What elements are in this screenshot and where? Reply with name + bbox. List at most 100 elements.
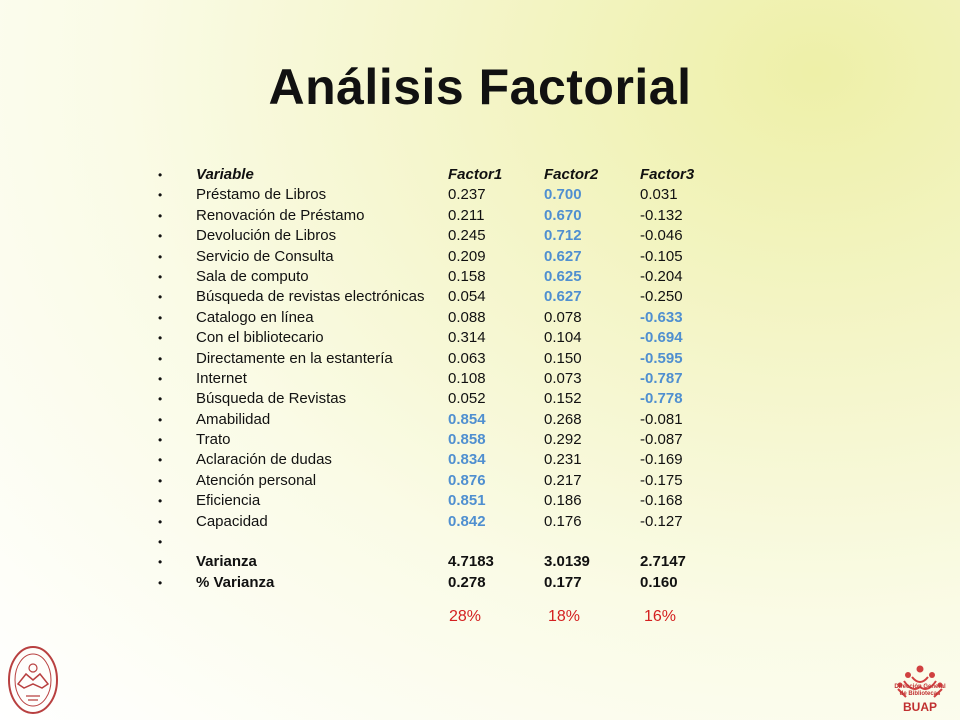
factor2-cell: 0.625 — [544, 267, 582, 285]
variable-cell: Variable — [196, 166, 254, 183]
factor1-cell: 0.211 — [448, 206, 485, 224]
bullet-icon: • — [158, 514, 163, 529]
factor3-cell: -0.046 — [640, 227, 683, 245]
factor3-cell: -0.081 — [640, 410, 683, 428]
bullet-icon: • — [158, 208, 163, 223]
factor1-cell: 0.834 — [448, 451, 486, 469]
bullet-icon: • — [158, 269, 163, 284]
bullet-icon: • — [158, 310, 163, 325]
factor3-cell: -0.127 — [640, 512, 683, 530]
bullet-icon: • — [158, 371, 163, 386]
factor1-cell: 0.054 — [448, 288, 486, 306]
factor1-cell: 0.314 — [448, 329, 486, 347]
factor1-cell: 0.858 — [448, 431, 486, 449]
factor3-cell: 0.031 — [640, 186, 678, 204]
percent-factor2: 18% — [548, 608, 581, 625]
factor3-cell: -0.204 — [640, 267, 683, 285]
bullet-icon: • — [158, 494, 163, 509]
factor2-cell: 0.217 — [544, 471, 582, 489]
variable-cell: Búsqueda de revistas electrónicas — [196, 288, 425, 306]
factor3-cell: -0.087 — [640, 431, 683, 449]
variable-cell: Sala de computo — [196, 267, 309, 285]
factor2-cell: 0.627 — [544, 247, 582, 265]
variable-cell: Directamente en la estantería — [196, 349, 393, 367]
factor3-cell: -0.105 — [640, 247, 683, 265]
variable-cell: Búsqueda de Revistas — [196, 390, 347, 408]
bullet-icon: • — [158, 351, 163, 366]
variable-cell: Devolución de Libros — [196, 227, 337, 245]
bullet-icon: • — [158, 331, 163, 346]
variable-cell: Catalogo en línea — [196, 308, 314, 326]
percent-factor3: 16% — [644, 608, 677, 625]
bullet-icon: • — [158, 433, 163, 448]
library-logo-icon — [897, 665, 943, 698]
factor1-cell: 0.876 — [448, 471, 486, 489]
factor3-cell: 2.7147 — [640, 553, 686, 571]
factor2-cell: 0.670 — [544, 206, 582, 224]
variable-cell: Atención personal — [196, 471, 317, 489]
percent-factor1: 28% — [449, 608, 482, 625]
factor2-cell: 0.104 — [544, 329, 582, 347]
bullet-icon: • — [158, 555, 163, 570]
factor2-cell: 0.292 — [544, 431, 582, 449]
bullet-icon: • — [158, 290, 163, 305]
variable-cell: Eficiencia — [196, 492, 261, 510]
factor2-cell: 0.150 — [544, 349, 582, 367]
factor1-cell: 0.842 — [448, 512, 486, 530]
factor1-cell: 0.245 — [448, 227, 486, 245]
variable-cell: Servicio de Consulta — [196, 247, 334, 265]
factor1-cell: 0.209 — [448, 247, 486, 265]
factor3-cell: 0.160 — [640, 573, 678, 591]
factor3-cell: -0.175 — [640, 471, 683, 489]
factor3-cell: -0.169 — [640, 451, 683, 469]
buap-logo-text: BUAP — [902, 700, 937, 714]
bullet-icon: • — [158, 535, 163, 550]
factor1-cell: 0.158 — [448, 267, 486, 285]
factor1-cell: 0.063 — [448, 349, 486, 367]
factor1-cell: 0.088 — [448, 308, 486, 326]
factor3-cell: -0.168 — [640, 492, 683, 510]
factor2-cell: 0.186 — [544, 492, 582, 510]
factor3-cell: -0.595 — [640, 349, 683, 367]
factor2-cell: 0.078 — [544, 308, 582, 326]
factor1-cell: 0.854 — [448, 410, 486, 428]
factor2-cell: 0.268 — [544, 410, 582, 428]
factor1-cell: 0.108 — [448, 369, 486, 387]
factor1-cell: Factor1 — [448, 166, 503, 183]
variable-cell: Aclaración de dudas — [196, 451, 332, 469]
factor3-cell: -0.694 — [640, 329, 683, 347]
factor2-cell: 0.177 — [544, 573, 582, 591]
bullet-icon: • — [158, 453, 163, 468]
bullet-icon: • — [158, 229, 163, 244]
factor2-cell: 0.073 — [544, 369, 582, 387]
variable-cell: Internet — [196, 369, 247, 387]
factor1-cell: 0.237 — [448, 186, 486, 204]
variable-cell: Varianza — [196, 553, 257, 571]
factor1-cell: 4.7183 — [448, 553, 494, 571]
slide-title: Análisis Factorial — [268, 59, 692, 115]
bullet-icon: • — [158, 249, 163, 264]
variable-cell: Trato — [196, 431, 231, 449]
library-logo-text: Dirección General de Bibliotecas — [894, 684, 946, 697]
variable-cell: % Varianza — [196, 573, 275, 591]
variable-cell: Con el bibliotecario — [196, 329, 324, 347]
variable-cell: Capacidad — [196, 512, 268, 530]
factor3-cell: -0.132 — [640, 206, 683, 224]
factor2-cell: Factor2 — [544, 166, 599, 183]
factor1-cell: 0.278 — [448, 573, 486, 591]
factor2-cell: 0.176 — [544, 512, 582, 530]
factor3-cell: -0.633 — [640, 308, 683, 326]
factor2-cell: 3.0139 — [544, 553, 590, 571]
factor3-cell: -0.250 — [640, 288, 683, 306]
bullet-icon: • — [158, 473, 163, 488]
variable-cell: Renovación de Préstamo — [196, 206, 365, 224]
factor2-cell: 0.700 — [544, 186, 582, 204]
factor3-cell: -0.778 — [640, 390, 683, 408]
variable-cell: Préstamo de Libros — [196, 186, 327, 204]
university-seal-icon — [8, 646, 58, 714]
bullet-icon: • — [158, 188, 163, 203]
variable-cell: Amabilidad — [196, 410, 271, 428]
factor2-cell: 0.231 — [544, 451, 582, 469]
factor3-cell: -0.787 — [640, 369, 683, 387]
factor2-cell: 0.712 — [544, 227, 582, 245]
